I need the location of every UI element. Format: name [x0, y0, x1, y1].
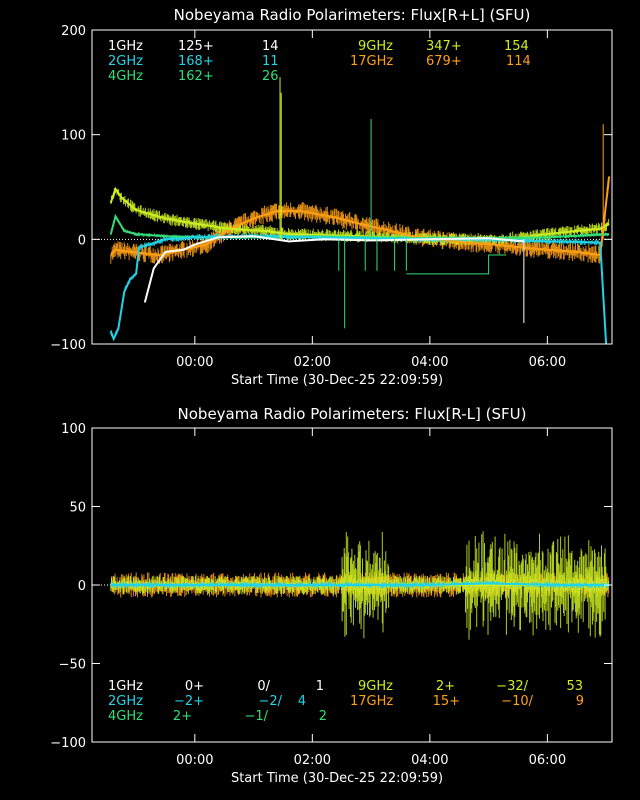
- legend2-2ghz-band: 2GHz: [108, 694, 143, 709]
- y-tick-label: −100: [50, 338, 86, 353]
- legend2-17ghz-col3: 9: [576, 694, 584, 709]
- x-tick-label: 00:00: [176, 355, 213, 370]
- legend2-1ghz-col3: 1: [316, 679, 324, 694]
- legend2-9ghz-col2: −32/: [496, 679, 528, 694]
- legend2-4ghz-col2: −1/: [244, 709, 268, 724]
- legend-1ghz-band: 1GHz: [108, 39, 143, 54]
- legend2-4ghz-col1: 2+: [173, 709, 192, 724]
- x-tick-label: 06:00: [529, 753, 566, 768]
- legend2-17ghz-col1: 15+: [433, 694, 460, 709]
- x-tick-label: 04:00: [411, 355, 448, 370]
- bottom-legend: 1GHz 0+ 0/ 1 2GHz −2+ −2/ 4 4GHz 2+ −1/ …: [108, 679, 584, 724]
- y-tick-label: 100: [61, 422, 86, 437]
- top-legend: 1GHz 125+ 14 2GHz 168+ 11 4GHz 162+ 26 9…: [108, 39, 531, 84]
- legend-4ghz-band: 4GHz: [108, 69, 143, 84]
- x-tick-label: 02:00: [294, 753, 331, 768]
- legend-2ghz-value2: 11: [262, 54, 279, 69]
- legend2-1ghz-band: 1GHz: [108, 679, 143, 694]
- top-x-axis-label: Start Time (30-Dec-25 22:09:59): [231, 373, 443, 388]
- legend2-2ghz-col3: 4: [298, 694, 306, 709]
- series-dropout-plateau: [406, 254, 507, 275]
- legend2-2ghz-col1: −2+: [174, 694, 204, 709]
- legend2-4ghz-band: 4GHz: [108, 709, 143, 724]
- legend2-1ghz-col1: 0+: [185, 679, 204, 694]
- y-tick-label: 50: [69, 501, 86, 516]
- legend2-9ghz-col3: 53: [566, 679, 583, 694]
- series-line-1ghz: [143, 235, 524, 303]
- y-tick-label: 100: [61, 129, 86, 144]
- legend-1ghz-value: 125+: [178, 39, 214, 54]
- legend2-9ghz-col1: 2+: [436, 679, 455, 694]
- top-plot-frame: [91, 29, 613, 345]
- legend-9ghz-value: 347+: [426, 39, 462, 54]
- legend-17ghz-band: 17GHz: [350, 54, 393, 69]
- legend2-2ghz-col2: −2/: [258, 694, 282, 709]
- y-tick-label: 0: [78, 579, 86, 594]
- legend2-1ghz-col2: 0/: [257, 679, 270, 694]
- series-line-2ghz: [110, 582, 610, 586]
- legend-4ghz-value: 162+: [178, 69, 214, 84]
- legend-9ghz-value2: 154: [504, 39, 529, 54]
- legend2-17ghz-band: 17GHz: [350, 694, 393, 709]
- top-panel: Nobeyama Radio Polarimeters: Flux[R+L] (…: [50, 6, 613, 388]
- legend-4ghz-value2: 26: [262, 69, 279, 84]
- series-line-9ghz: [109, 186, 610, 241]
- legend-9ghz-band: 9GHz: [358, 39, 393, 54]
- legend-1ghz-value2: 14: [262, 39, 279, 54]
- x-tick-label: 02:00: [294, 355, 331, 370]
- x-tick-label: 04:00: [411, 753, 448, 768]
- legend-2ghz-value: 168+: [178, 54, 214, 69]
- bottom-x-axis-label: Start Time (30-Dec-25 22:09:59): [231, 771, 443, 786]
- x-tick-label: 06:00: [529, 355, 566, 370]
- y-tick-label: −50: [59, 658, 86, 673]
- legend-17ghz-value: 679+: [426, 54, 462, 69]
- top-chart-title: Nobeyama Radio Polarimeters: Flux[R+L] (…: [174, 6, 531, 24]
- legend2-4ghz-col3: 2: [319, 709, 327, 724]
- legend2-17ghz-col2: −10/: [501, 694, 533, 709]
- legend-2ghz-band: 2GHz: [108, 54, 143, 69]
- y-tick-label: 0: [78, 233, 86, 248]
- legend2-9ghz-band: 9GHz: [358, 679, 393, 694]
- y-tick-label: −100: [50, 736, 86, 751]
- legend-17ghz-value2: 114: [506, 54, 531, 69]
- y-tick-label: 200: [61, 24, 86, 39]
- x-tick-label: 00:00: [176, 753, 213, 768]
- bottom-panel: Nobeyama Radio Polarimeters: Flux[R-L] (…: [50, 405, 613, 786]
- bottom-chart-title: Nobeyama Radio Polarimeters: Flux[R-L] (…: [178, 405, 527, 423]
